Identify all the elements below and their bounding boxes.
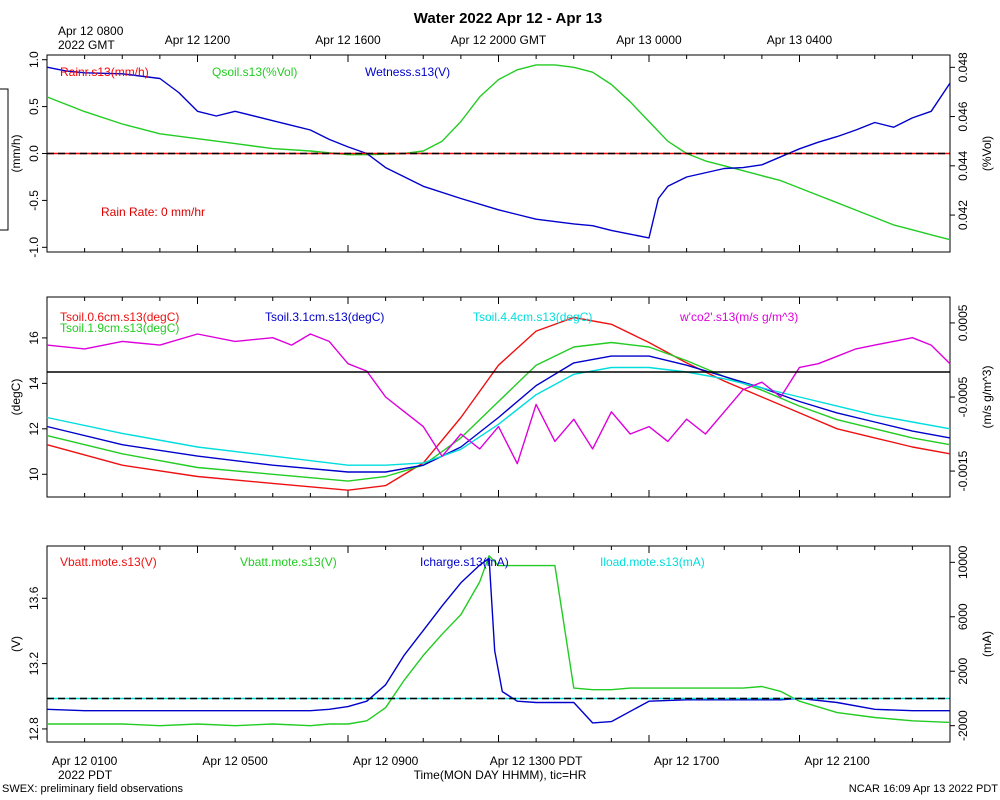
legend-entry: Vbatt.mote.s13(V) bbox=[60, 555, 157, 569]
y-tick-label-right: 0.044 bbox=[956, 150, 970, 180]
series-line-qsoil-s13-vol- bbox=[46, 64, 951, 241]
series-line-tsoil-4-4cm-s13-degc- bbox=[46, 366, 951, 466]
panel-water: -1.0 -0.5 0.0 0.5 1.0 0.042 0.044 0.046 0.048 (mm… bbox=[9, 51, 994, 258]
y-axis-label-right: (%Vol) bbox=[980, 136, 994, 171]
top-tick-label: Apr 12 2000 GMT bbox=[451, 33, 547, 47]
y-axis-label-left: (mm/h) bbox=[9, 135, 23, 173]
top-tick-label: Apr 12 1600 bbox=[315, 33, 381, 47]
top-time-axis: Apr 12 0800 2022 GMT Apr 12 1200 Apr 12 1… bbox=[58, 24, 833, 52]
top-tick-label: Apr 13 0000 bbox=[616, 33, 682, 47]
y-tick-label-right: 0.0005 bbox=[956, 304, 970, 341]
y-tick-label-left: 10 bbox=[27, 467, 41, 481]
series-line-tsoil-1-9cm-s13-degc- bbox=[46, 341, 951, 482]
legend-entry: Vbatt.mote.s13(V) bbox=[240, 555, 337, 569]
x-axis-label: Time(MON DAY HHMM), tic=HR bbox=[414, 768, 587, 782]
legend-entry: Tsoil.4.4cm.s13(degC) bbox=[473, 310, 592, 324]
chart-title: Water 2022 Apr 12 - Apr 13 bbox=[414, 10, 602, 27]
y-tick-label-right: 2000 bbox=[956, 658, 970, 685]
bottom-time-axis: Apr 12 0100 Apr 12 0500 Apr 12 0900 Apr 12 … bbox=[52, 754, 870, 782]
top-tick-label: Apr 13 0400 bbox=[767, 33, 833, 47]
legend-entry: Rainr.s13(mm/h) bbox=[60, 65, 149, 79]
y-tick-label-left: -1.0 bbox=[27, 237, 41, 258]
panel-battery: 12.8 13.2 13.6 -2000 2000 6000 10000 (V) (mA) Vba… bbox=[9, 545, 994, 743]
y-tick-label-right: 0.048 bbox=[956, 52, 970, 82]
series-line-vbatt-mote-s13-v- bbox=[47, 555, 951, 727]
legend-entry: w'co2'.s13(m/s g/m^3) bbox=[679, 310, 798, 324]
y-tick-label-left: 13.6 bbox=[27, 586, 41, 610]
bottom-tick-label: Apr 12 1700 bbox=[654, 754, 720, 768]
footer-right-note: NCAR 16:09 Apr 13 2022 PDT bbox=[849, 783, 998, 795]
y-axis-label-right: (mA) bbox=[980, 631, 994, 657]
y-tick-label-left: -0.5 bbox=[27, 190, 41, 211]
left-bracket bbox=[0, 88, 9, 231]
bottom-tick-label: Apr 12 1300 PDT bbox=[490, 754, 583, 768]
y-axis-label-right: (m/s g/m^3) bbox=[980, 366, 994, 429]
legend-entry: Tsoil.0.6cm.s13(degC) bbox=[60, 310, 179, 324]
y-tick-label-left: 12 bbox=[27, 422, 41, 436]
series-line-icharge-s13-ma- bbox=[46, 557, 950, 724]
bottom-tick-label: Apr 12 0500 bbox=[202, 754, 268, 768]
top-axis-origin-label-line2: 2022 GMT bbox=[58, 38, 115, 52]
top-axis-origin-label-line1: Apr 12 0800 bbox=[58, 24, 124, 38]
panel-tsoil: 10 12 14 16 -0.0015 -0.0005 0.0005 (degC) (m/s g… bbox=[9, 296, 994, 498]
panel-frame bbox=[46, 545, 951, 743]
y-tick-label-left: 13.2 bbox=[27, 652, 41, 676]
y-tick-label-left: 1.0 bbox=[27, 51, 41, 68]
bottom-tick-label: Apr 12 2100 bbox=[804, 754, 870, 768]
y-tick-label-right: -0.0015 bbox=[956, 450, 970, 491]
series-line-wetness-s13-v- bbox=[46, 66, 951, 239]
legend-entry: Iload.mote.s13(mA) bbox=[600, 555, 705, 569]
series-line-tsoil-3-1cm-s13-degc- bbox=[46, 355, 951, 473]
y-tick-label-right: -0.0005 bbox=[956, 376, 970, 417]
panel-frame bbox=[46, 296, 951, 498]
y-tick-label-right: 10000 bbox=[956, 545, 970, 579]
series-line-tsoil-0-6cm-s13-degc- bbox=[46, 316, 951, 491]
y-tick-label-left: 12.8 bbox=[27, 717, 41, 741]
y-tick-label-right: -2000 bbox=[956, 710, 970, 741]
legend-entry: Tsoil.3.1cm.s13(degC) bbox=[265, 310, 384, 324]
y-tick-label-left: 0.5 bbox=[27, 98, 41, 115]
bottom-tick-label: Apr 12 0100 bbox=[52, 754, 118, 768]
series-line-w-co2-s13-m-s-g-m-3- bbox=[46, 333, 951, 465]
bottom-axis-year-label: 2022 PDT bbox=[58, 768, 113, 782]
y-tick-label-right: 6000 bbox=[956, 603, 970, 630]
y-axis-label-left: (degC) bbox=[9, 379, 23, 416]
y-tick-label-right: 0.042 bbox=[956, 200, 970, 230]
y-tick-label-left: 16 bbox=[27, 331, 41, 345]
y-tick-label-left: 0.0 bbox=[27, 145, 41, 162]
legend-entry: Icharge.s13(mA) bbox=[420, 555, 509, 569]
top-tick-label: Apr 12 1200 bbox=[165, 33, 231, 47]
bottom-tick-label: Apr 12 0900 bbox=[353, 754, 419, 768]
legend-entry: Qsoil.s13(%Vol) bbox=[212, 65, 297, 79]
y-tick-label-right: 0.046 bbox=[956, 101, 970, 131]
y-tick-label-left: 14 bbox=[27, 376, 41, 390]
footer-left-note: SWEX: preliminary field observations bbox=[2, 783, 183, 795]
y-axis-label-left: (V) bbox=[9, 636, 23, 652]
legend-entry: Tsoil.1.9cm.s13(degC) bbox=[60, 321, 179, 335]
legend-entry: Wetness.s13(V) bbox=[365, 65, 450, 79]
rain-rate-annotation: Rain Rate: 0 mm/hr bbox=[101, 205, 205, 219]
